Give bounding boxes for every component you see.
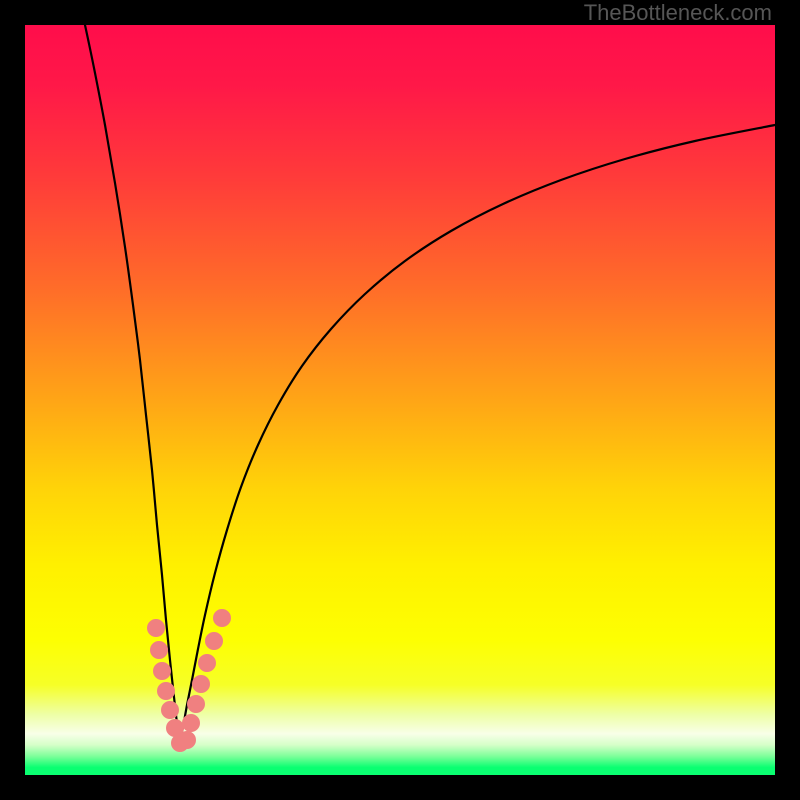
valley-marker (214, 610, 231, 627)
frame-top (0, 0, 800, 25)
valley-marker (183, 715, 200, 732)
valley-marker (148, 620, 165, 637)
valley-marker (151, 642, 168, 659)
chart-background (25, 25, 775, 775)
valley-marker (199, 655, 216, 672)
valley-marker (154, 663, 171, 680)
frame-left (0, 0, 25, 800)
frame-right (775, 0, 800, 800)
bottleneck-chart (25, 25, 775, 775)
bottleneck-chart-svg (25, 25, 775, 775)
valley-marker (158, 683, 175, 700)
valley-marker (162, 702, 179, 719)
valley-marker (193, 676, 210, 693)
valley-marker (188, 696, 205, 713)
valley-marker (206, 633, 223, 650)
frame-bottom (0, 775, 800, 800)
valley-marker (179, 732, 196, 749)
